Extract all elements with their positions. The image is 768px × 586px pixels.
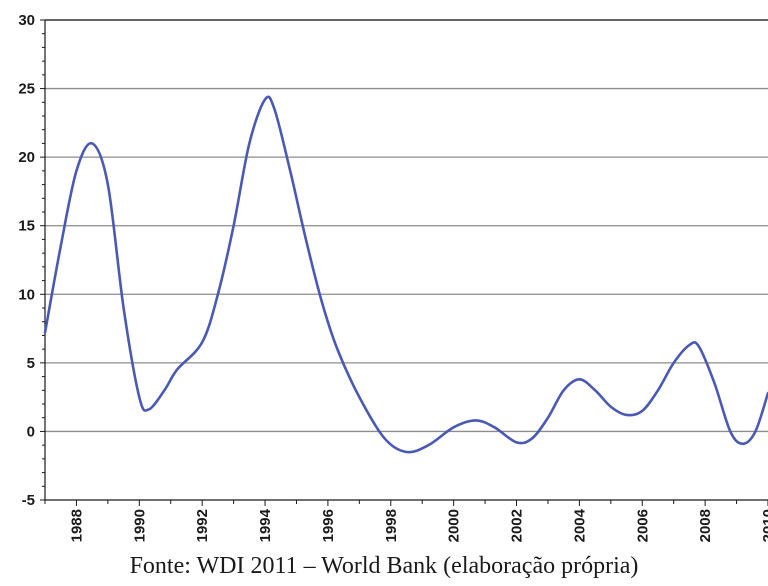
x-tick-label: 2002 [509,509,526,542]
y-tick-label: 10 [18,286,35,303]
x-tick-label: 1990 [131,509,148,542]
x-tick-label: 2000 [446,509,463,542]
x-tick-label: 1998 [383,509,400,542]
x-tick-label: 1994 [257,508,274,542]
x-tick-label: 2004 [571,508,588,542]
y-tick-label: 15 [18,218,35,235]
y-tick-label: 0 [27,423,35,440]
x-tick-label: 2010 [760,509,768,542]
x-tick-label: 1992 [194,509,211,542]
y-tick-label: -5 [22,492,35,509]
line-chart: -5 0 5 10 15 20 25 30 1988 1990 1992 1994 1996 1998 20… [18,12,768,542]
x-tick-label: 2006 [634,509,651,542]
x-tick-label: 2008 [697,509,714,542]
series-line [43,95,768,454]
source-caption: Fonte: WDI 2011 – World Bank (elaboração… [129,553,639,579]
x-tick-label: 1988 [68,509,85,542]
y-tick-label: 20 [18,149,35,166]
y-tick-label: 25 [18,81,35,98]
y-tick-label: 5 [27,355,35,372]
x-tick-label: 1996 [320,509,337,542]
y-tick-label: 30 [18,12,35,29]
